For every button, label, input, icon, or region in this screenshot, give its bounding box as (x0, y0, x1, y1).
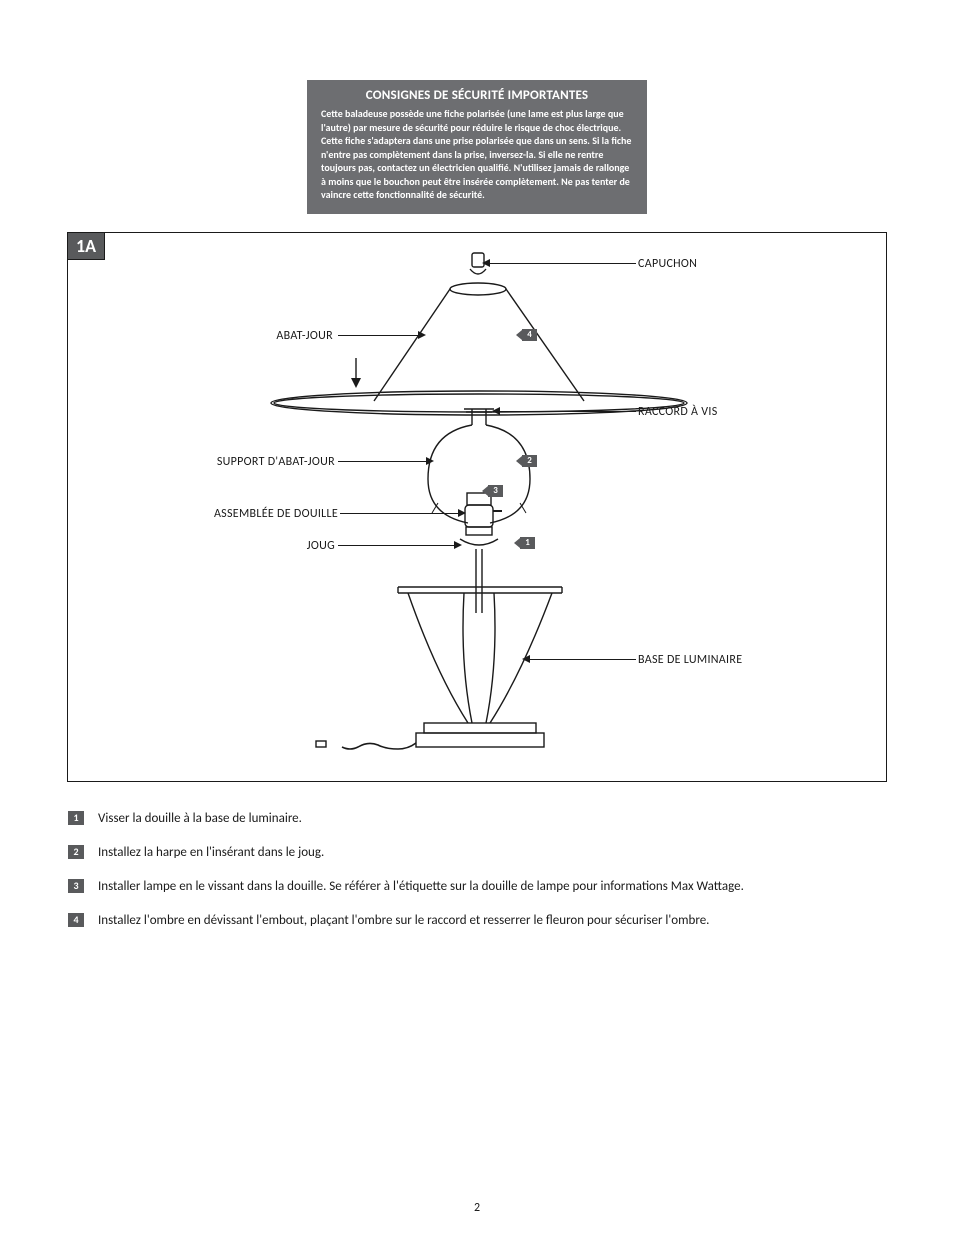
leader-raccord (498, 411, 636, 412)
page: CONSIGNES DE SÉCURITÉ IMPORTANTES Cette … (0, 0, 954, 1235)
arrowhead-joug (454, 541, 462, 549)
leader-support (338, 461, 426, 462)
step-text: Installez l'ombre en dévissant l'embout,… (98, 912, 709, 930)
step-text: Visser la douille à la base de luminaire… (98, 810, 302, 828)
label-joug: JOUG (290, 539, 335, 553)
step-number-badge: 3 (68, 879, 84, 893)
arrowhead-base (522, 655, 530, 663)
arrowhead-abat-jour (418, 331, 426, 339)
warning-body: Cette baladeuse possède une fiche polari… (321, 107, 633, 202)
arrowhead-capuchon (482, 259, 490, 267)
warning-title: CONSIGNES DE SÉCURITÉ IMPORTANTES (321, 88, 633, 103)
down-arrow-icon (348, 358, 364, 388)
diagram-badge-2: 2 (522, 455, 537, 467)
label-capuchon: CAPUCHON (638, 257, 697, 271)
diagram-frame: 1A (67, 232, 887, 782)
arrowhead-raccord (492, 407, 500, 415)
step-row: 1 Visser la douille à la base de luminai… (68, 810, 886, 828)
leader-abat-jour (338, 335, 418, 336)
step-number-badge: 2 (68, 845, 84, 859)
step-row: 2 Installez la harpe en l'insérant dans … (68, 844, 886, 862)
leader-capuchon (488, 263, 636, 264)
step-text: Installez la harpe en l'insérant dans le… (98, 844, 324, 862)
label-base: BASE DE LUMINAIRE (638, 653, 742, 667)
label-abat-jour: ABAT-JOUR (263, 329, 333, 343)
diagram-badge-3: 3 (488, 485, 503, 497)
page-number: 2 (0, 1201, 954, 1215)
leader-douille (340, 513, 458, 514)
step-number-badge: 1 (68, 811, 84, 825)
label-raccord: RACCORD À VIS (638, 405, 718, 419)
step-number-badge: 4 (68, 913, 84, 927)
diagram-badge-1-pointer (514, 538, 520, 548)
leader-joug (338, 545, 454, 546)
label-douille: ASSEMBLÉE DE DOUILLE (188, 507, 338, 521)
label-support: SUPPORT D'ABAT-JOUR (180, 455, 335, 469)
arrowhead-support (426, 457, 434, 465)
arrowhead-douille (458, 509, 466, 517)
step-row: 4 Installez l'ombre en dévissant l'embou… (68, 912, 886, 930)
instruction-steps: 1 Visser la douille à la base de luminai… (60, 810, 894, 931)
step-text: Installer lampe en le vissant dans la do… (98, 878, 744, 896)
diagram-badge-1: 1 (520, 537, 535, 549)
diagram-badge-4: 4 (522, 329, 537, 341)
diagram-badge-3-pointer (482, 486, 488, 496)
leader-base (528, 659, 636, 660)
safety-warning-box: CONSIGNES DE SÉCURITÉ IMPORTANTES Cette … (307, 80, 647, 214)
diagram-badge-4-pointer (516, 330, 522, 340)
step-row: 3 Installer lampe en le vissant dans la … (68, 878, 886, 896)
diagram-badge-2-pointer (516, 456, 522, 466)
